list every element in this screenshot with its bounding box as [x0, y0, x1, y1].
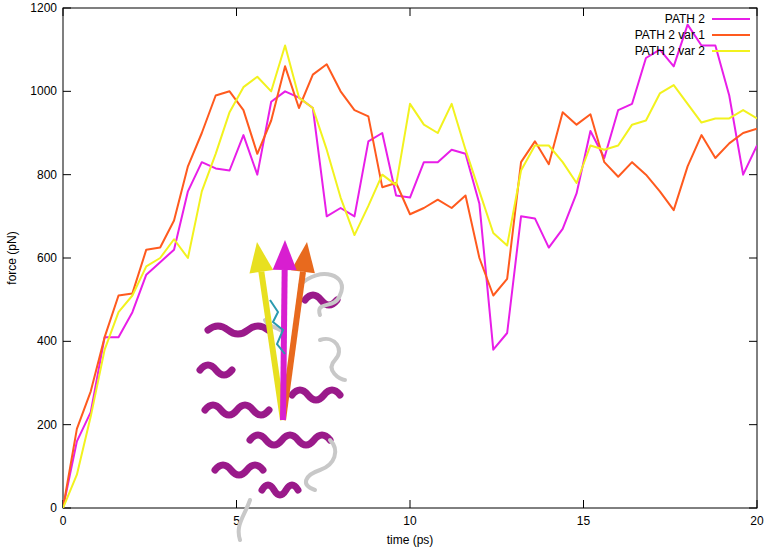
- x-tick: [236, 8, 237, 16]
- y-tick: [749, 258, 757, 259]
- x-tick: [236, 500, 237, 508]
- x-tick: [410, 8, 411, 16]
- x-tick-label: 10: [403, 514, 417, 528]
- legend-label: PATH 2 var 2: [635, 44, 706, 58]
- series-group: [63, 25, 757, 508]
- legend-label: PATH 2: [665, 12, 706, 26]
- y-tick-label: 600: [37, 251, 57, 265]
- y-tick: [749, 174, 757, 175]
- x-tick-label: 0: [60, 514, 67, 528]
- series-line: [63, 46, 757, 509]
- y-tick-label: 400: [37, 334, 57, 348]
- x-tick: [63, 8, 64, 16]
- plot-frame: [63, 8, 757, 508]
- legend: PATH 2 PATH 2 var 1 PATH 2 var 2: [635, 12, 750, 58]
- legend-label: PATH 2 var 1: [635, 28, 706, 42]
- x-tick: [410, 500, 411, 508]
- legend-swatch: [712, 34, 750, 36]
- x-tick: [757, 500, 758, 508]
- y-tick: [63, 258, 71, 259]
- protein-inset: [200, 240, 345, 540]
- y-tick: [63, 91, 71, 92]
- y-tick: [749, 424, 757, 425]
- x-tick-label: 15: [577, 514, 591, 528]
- x-tick-label: 20: [750, 514, 764, 528]
- y-tick-label: 0: [50, 501, 57, 515]
- y-tick-label: 1200: [30, 1, 57, 15]
- series-line: [63, 64, 757, 508]
- y-tick-label: 1000: [30, 84, 57, 98]
- legend-swatch: [712, 50, 750, 52]
- x-tick: [757, 8, 758, 16]
- legend-swatch: [712, 18, 750, 20]
- y-tick: [749, 341, 757, 342]
- y-tick: [63, 174, 71, 175]
- series-line: [63, 25, 757, 508]
- y-tick: [749, 91, 757, 92]
- x-tick: [583, 500, 584, 508]
- y-axis-title: force (pN): [5, 231, 19, 284]
- x-tick: [583, 8, 584, 16]
- chart: 02004006008001000120005101520time (ps)fo…: [0, 0, 774, 550]
- y-tick-label: 200: [37, 418, 57, 432]
- y-tick: [749, 8, 757, 9]
- y-tick: [749, 508, 757, 509]
- y-tick: [63, 341, 71, 342]
- y-tick: [63, 424, 71, 425]
- y-tick: [63, 8, 71, 9]
- x-axis-title: time (ps): [387, 533, 434, 547]
- y-tick-label: 800: [37, 168, 57, 182]
